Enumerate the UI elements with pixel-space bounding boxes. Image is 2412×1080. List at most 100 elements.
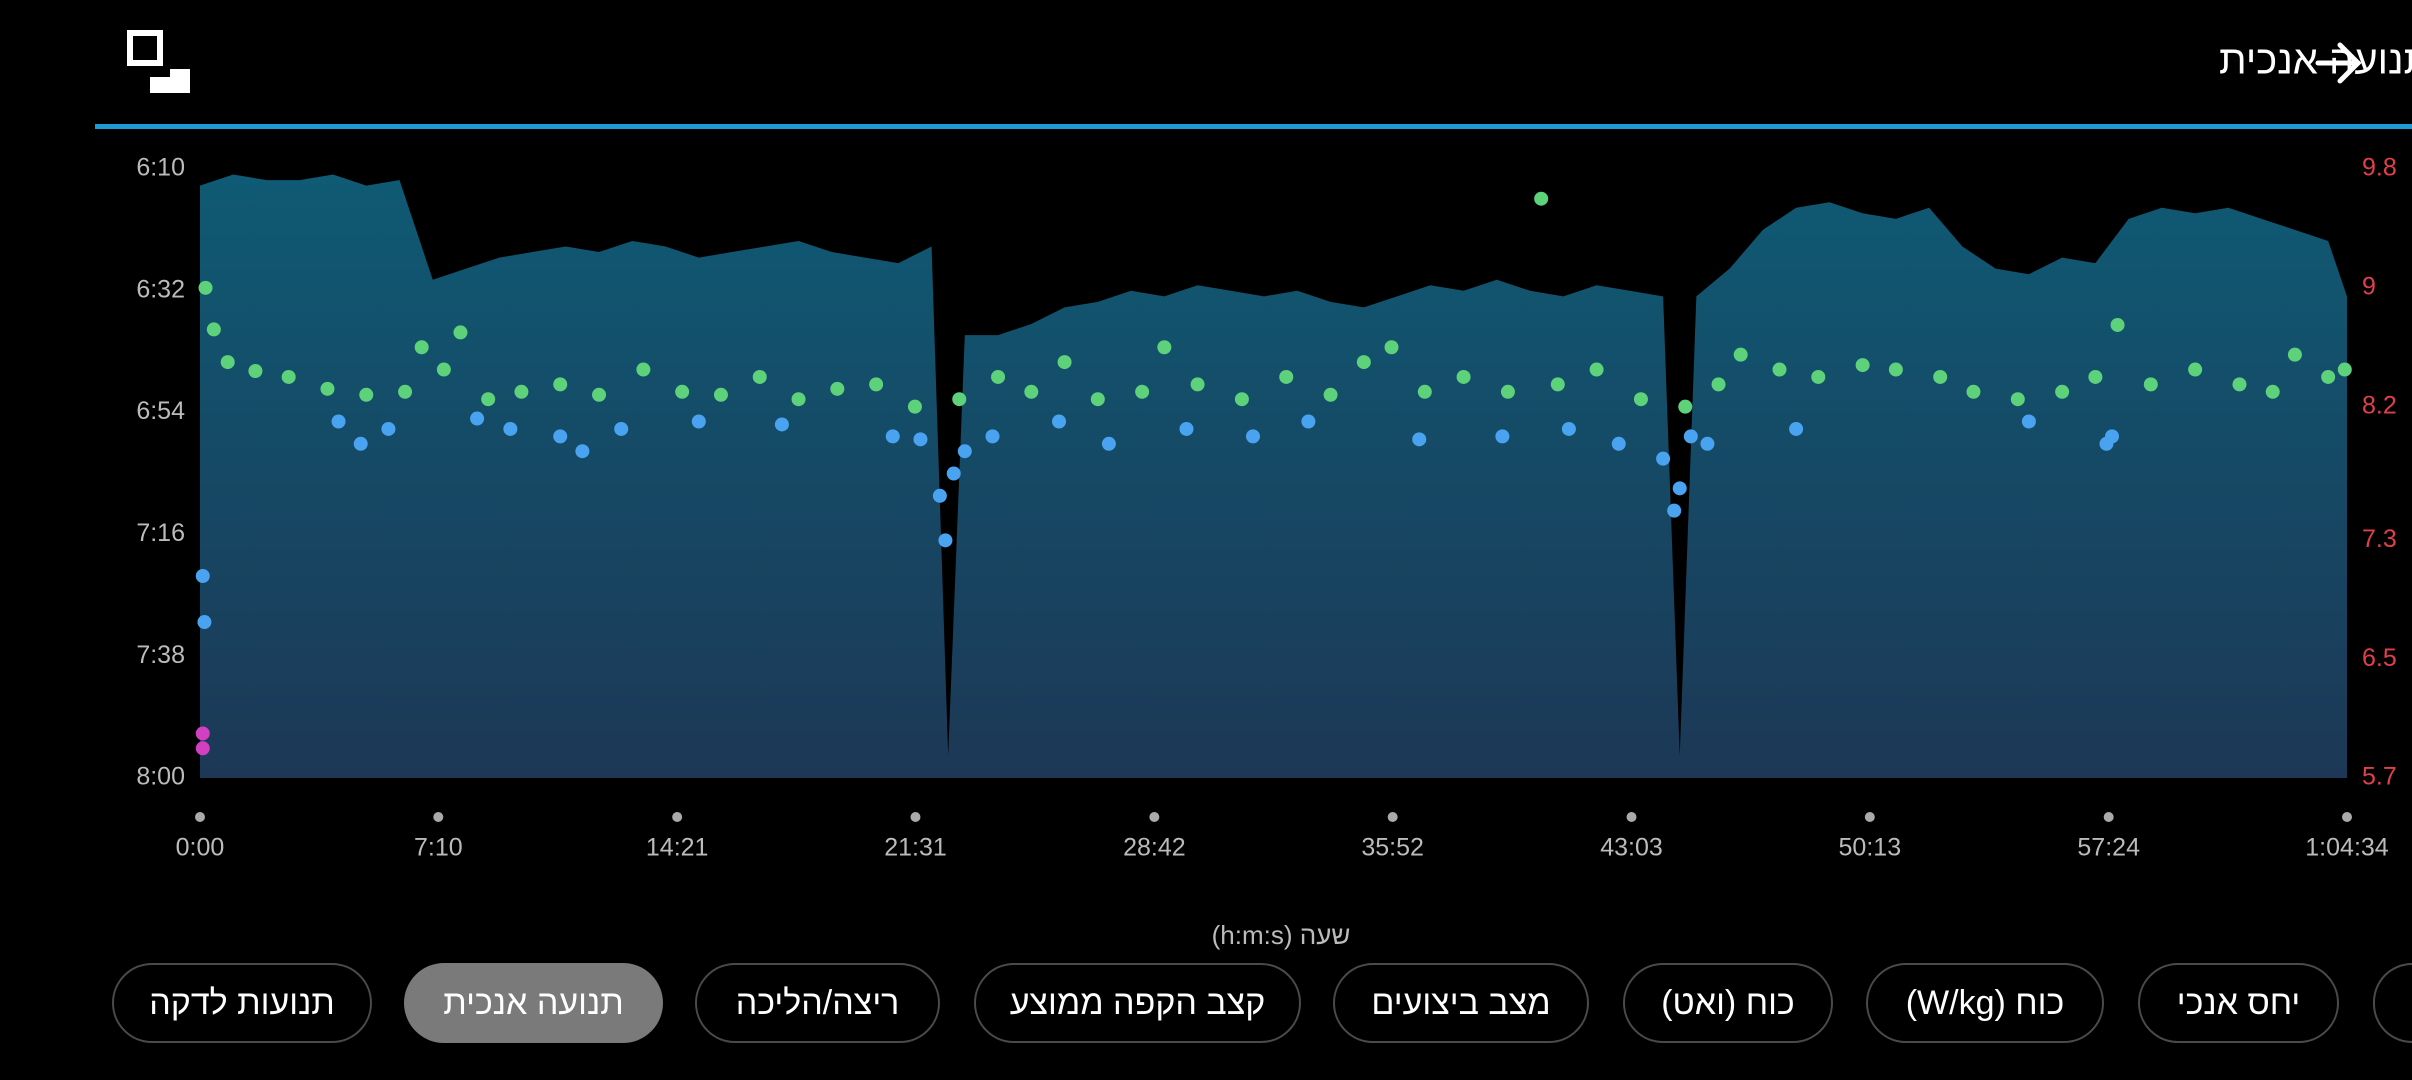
oscillation-dot xyxy=(1678,399,1693,414)
tab-button[interactable]: תנועות לדקה xyxy=(112,963,372,1043)
oscillation-dot xyxy=(1672,481,1687,496)
oscillation-dot xyxy=(1412,432,1427,447)
oscillation-dot xyxy=(636,362,651,377)
tab-button[interactable]: כוח (ואט) xyxy=(1623,963,1833,1043)
oscillation-dot xyxy=(553,429,568,444)
oscillation-dot xyxy=(320,381,335,396)
y2-tick-label: 9 xyxy=(2362,272,2376,300)
oscillation-dot xyxy=(414,340,429,355)
oscillation-dot xyxy=(1611,436,1626,451)
oscillation-dot xyxy=(885,429,900,444)
oscillation-dot xyxy=(1683,429,1698,444)
x-tick-mark xyxy=(672,812,683,822)
oscillation-dot xyxy=(938,533,953,548)
oscillation-dot xyxy=(1495,429,1510,444)
oscillation-dot xyxy=(220,355,235,370)
oscillation-dot xyxy=(1700,436,1715,451)
oscillation-dot xyxy=(614,421,629,436)
x-tick-mark xyxy=(1387,812,1398,822)
x-tick-label: 1:04:34 xyxy=(2305,834,2389,862)
oscillation-dot xyxy=(575,444,590,459)
oscillation-dot xyxy=(691,414,706,429)
oscillation-dot xyxy=(752,369,767,384)
icon-square xyxy=(150,69,190,93)
tab-button[interactable]: כוח (W/kg) xyxy=(1866,963,2104,1043)
tab-button[interactable]: ריצה/הליכה xyxy=(695,963,940,1043)
y2-tick-label: 8.2 xyxy=(2362,391,2397,419)
oscillation-dot xyxy=(197,615,212,630)
oscillation-dot xyxy=(1888,362,1903,377)
oscillation-dot xyxy=(198,280,213,295)
y-tick-label: 7:38 xyxy=(136,641,185,669)
oscillation-dot xyxy=(2010,392,2025,407)
oscillation-dot xyxy=(1534,191,1549,206)
oscillation-dot xyxy=(1589,362,1604,377)
back-arrow[interactable] xyxy=(2315,42,2362,84)
x-tick-label: 43:03 xyxy=(1600,834,1663,862)
x-axis-label: שעה (h:m:s) xyxy=(1212,920,1351,950)
x-tick-mark xyxy=(2103,812,2114,822)
header-divider xyxy=(95,124,2412,129)
y-tick-label: 7:16 xyxy=(136,519,185,547)
oscillation-dot xyxy=(1933,369,1948,384)
tab-button[interactable]: תנועה אנכית xyxy=(404,963,663,1043)
oscillation-dot xyxy=(1179,421,1194,436)
oscillation-dot xyxy=(957,444,972,459)
oscillation-dot xyxy=(1811,369,1826,384)
tab-button[interactable]: מצב ביצועים xyxy=(1333,963,1589,1043)
icon-square xyxy=(127,30,163,66)
oscillation-dot xyxy=(195,726,210,741)
oscillation-dot xyxy=(553,377,568,392)
x-tick-mark xyxy=(433,812,444,822)
oscillation-dot xyxy=(1090,392,1105,407)
tab-button[interactable]: קצב הקפה ממוצע xyxy=(974,963,1301,1043)
oscillation-dot xyxy=(248,364,263,379)
oscillation-dot xyxy=(913,432,928,447)
x-tick-label: 57:24 xyxy=(2077,834,2140,862)
oscillation-dot xyxy=(946,466,961,481)
oscillation-dot xyxy=(331,414,346,429)
oscillation-dot xyxy=(1550,377,1565,392)
oscillation-dot xyxy=(1157,340,1172,355)
x-tick-mark xyxy=(910,812,921,822)
tab-button[interactable]: יחס אנכי xyxy=(2138,963,2339,1043)
y-tick-label: 6:32 xyxy=(136,275,185,303)
oscillation-dot xyxy=(1323,387,1338,402)
oscillation-dot xyxy=(1417,384,1432,399)
oscillation-dot xyxy=(1101,436,1116,451)
oscillation-dot xyxy=(2088,369,2103,384)
oscillation-dot xyxy=(2232,377,2247,392)
y-tick-label: 6:10 xyxy=(136,154,185,182)
oscillation-dot xyxy=(470,411,485,426)
expand-icon[interactable] xyxy=(127,30,190,93)
oscillation-dot xyxy=(1234,392,1249,407)
oscillation-dot xyxy=(1135,384,1150,399)
pace-area xyxy=(200,174,2347,778)
oscillation-dot xyxy=(2321,369,2336,384)
oscillation-dot xyxy=(869,377,884,392)
oscillation-dot xyxy=(436,362,451,377)
oscillation-dot xyxy=(1561,421,1576,436)
oscillation-dot xyxy=(2287,347,2302,362)
oscillation-dot xyxy=(1301,414,1316,429)
oscillation-dot xyxy=(453,325,468,340)
oscillation-dot xyxy=(907,399,922,414)
oscillation-dot xyxy=(675,384,690,399)
y2-tick-label: 5.7 xyxy=(2362,763,2397,791)
oscillation-dot xyxy=(514,384,529,399)
x-tick-label: 0:00 xyxy=(176,834,225,862)
x-tick-mark xyxy=(2342,812,2352,822)
x-tick-label: 28:42 xyxy=(1123,834,1186,862)
oscillation-dot xyxy=(503,421,518,436)
oscillation-dot xyxy=(713,387,728,402)
oscillation-dot xyxy=(195,741,210,756)
oscillation-dot xyxy=(359,387,374,402)
oscillation-dot xyxy=(1733,347,1748,362)
oscillation-dot xyxy=(195,568,210,583)
x-tick-mark xyxy=(195,812,205,822)
oscillation-dot xyxy=(1789,421,1804,436)
y2-tick-label: 7.3 xyxy=(2362,525,2397,553)
oscillation-dot xyxy=(206,322,221,337)
oscillation-dot xyxy=(398,384,413,399)
